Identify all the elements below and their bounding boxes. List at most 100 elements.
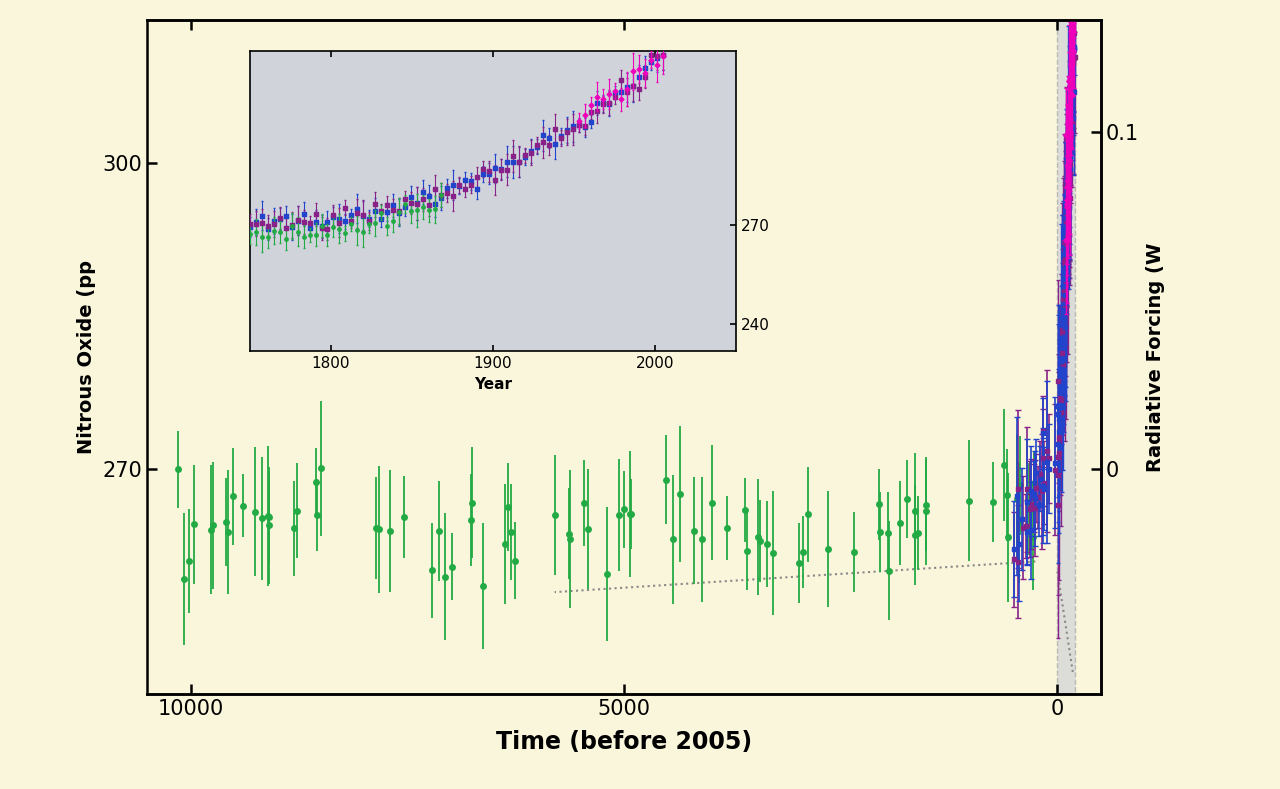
Point: [1061, 58, 1082, 70]
Point: [623, 80, 644, 92]
Point: [563, 120, 584, 133]
Bar: [1057, 20, 1075, 694]
Point: [1048, 451, 1069, 463]
Point: [1025, 481, 1046, 494]
Point: [396, 193, 416, 206]
Point: [1053, 293, 1074, 305]
Point: [1057, 196, 1078, 209]
Point: [371, 204, 392, 217]
Point: [1060, 136, 1080, 149]
Point: [611, 93, 631, 106]
Point: [1060, 59, 1080, 72]
Point: [1060, 126, 1080, 139]
Point: [1055, 321, 1075, 334]
Point: [1061, 92, 1082, 105]
Point: [239, 218, 260, 230]
Point: [635, 67, 655, 80]
Point: [1060, 112, 1080, 125]
Point: [329, 216, 349, 229]
Point: [461, 178, 481, 191]
Point: [389, 205, 410, 218]
Point: [1060, 139, 1080, 151]
Point: [1032, 427, 1052, 439]
Point: [641, 56, 662, 69]
Point: [461, 175, 481, 188]
Point: [1055, 233, 1075, 245]
Point: [365, 216, 385, 229]
Point: [550, 132, 571, 144]
Point: [305, 215, 325, 228]
Point: [401, 205, 421, 218]
Point: [1021, 485, 1042, 498]
Point: [1057, 181, 1078, 193]
Point: [257, 219, 278, 232]
Point: [383, 199, 403, 211]
Point: [605, 84, 626, 97]
Point: [1059, 200, 1079, 213]
Point: [275, 210, 296, 222]
Point: [1051, 406, 1071, 418]
Point: [1061, 94, 1082, 107]
Point: [1028, 499, 1048, 511]
Point: [1057, 193, 1078, 206]
Point: [646, 59, 667, 72]
Point: [1053, 256, 1074, 268]
Point: [497, 163, 517, 176]
Point: [588, 105, 608, 118]
Point: [436, 187, 457, 200]
Point: [581, 107, 602, 119]
Point: [588, 97, 608, 110]
Point: [1009, 483, 1029, 495]
Point: [1062, 111, 1083, 124]
Point: [653, 50, 673, 62]
Point: [1052, 323, 1073, 336]
Point: [1034, 482, 1055, 495]
Point: [413, 193, 434, 206]
Point: [407, 197, 428, 210]
Point: [515, 149, 535, 162]
Point: [1057, 197, 1078, 210]
Point: [239, 228, 260, 241]
Point: [383, 215, 403, 227]
Point: [497, 155, 517, 168]
Point: [1052, 312, 1073, 324]
Point: [317, 215, 338, 228]
Point: [1048, 407, 1069, 420]
Point: [1052, 382, 1073, 394]
Point: [1048, 402, 1069, 414]
Point: [1059, 131, 1079, 144]
Point: [1059, 118, 1079, 131]
Point: [407, 204, 428, 216]
Point: [1037, 445, 1057, 458]
Point: [1060, 163, 1080, 175]
X-axis label: Year: Year: [474, 376, 512, 391]
Point: [293, 215, 314, 228]
Point: [599, 97, 620, 110]
Point: [443, 179, 463, 192]
Point: [653, 48, 673, 61]
Point: [1048, 400, 1069, 413]
Point: [568, 119, 589, 132]
Point: [371, 207, 392, 219]
Point: [335, 201, 356, 214]
Point: [1029, 467, 1050, 480]
Point: [527, 140, 548, 153]
Point: [1004, 543, 1024, 555]
Point: [1055, 243, 1075, 256]
Point: [646, 50, 667, 62]
Point: [1062, 57, 1083, 69]
Point: [425, 197, 445, 210]
Point: [509, 155, 530, 168]
Point: [1053, 304, 1074, 316]
Point: [521, 144, 541, 157]
Point: [419, 204, 439, 217]
Point: [1051, 394, 1071, 406]
Point: [1057, 223, 1078, 236]
Point: [1059, 170, 1079, 182]
Point: [1060, 127, 1080, 140]
Point: [1059, 150, 1079, 163]
Point: [1048, 499, 1069, 511]
Point: [1048, 468, 1069, 481]
Point: [1056, 273, 1076, 286]
Point: [1059, 75, 1079, 88]
